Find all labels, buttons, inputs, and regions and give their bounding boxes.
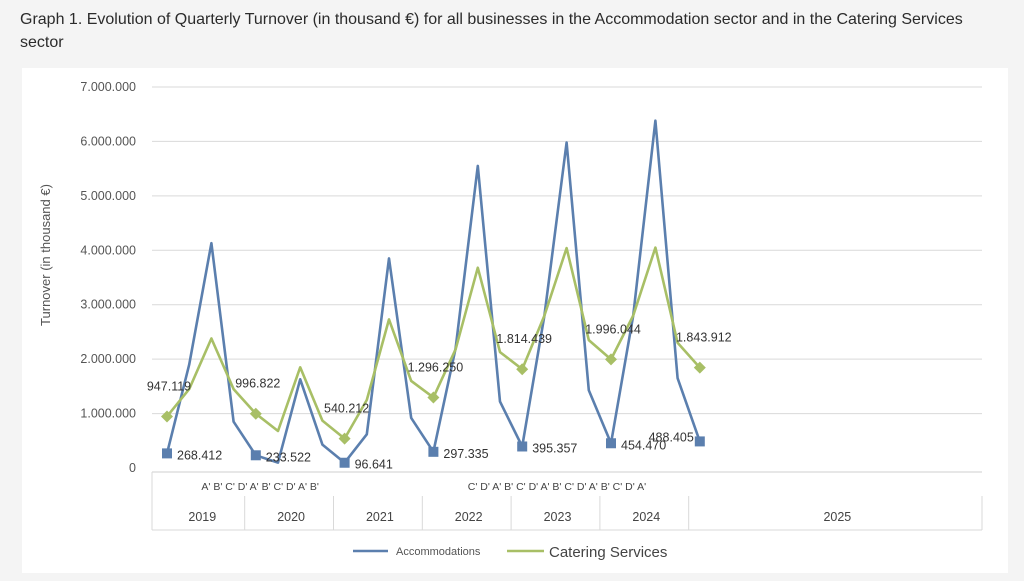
chart-panel [22,68,1008,573]
data-label: 1.843.912 [676,331,732,345]
data-label: 297.335 [443,447,488,461]
quarter-labels: A' B' C' D' A' B' C' D' A' B' [201,481,319,493]
accommodations-marker [428,446,439,457]
data-label: 395.357 [532,441,577,455]
y-tick-label: 2.000.000 [80,352,136,366]
data-label: 233.522 [266,450,311,464]
y-tick-label: 7.000.000 [80,80,136,94]
accommodations-marker [162,448,172,459]
year-label: 2019 [188,510,216,524]
year-label: 2021 [366,510,394,524]
chart-title: Graph 1. Evolution of Quarterly Turnover… [20,11,963,51]
quarter-labels: C' D' A' B' C' D' A' B' C' D' A' B' C' D… [468,481,646,493]
data-label: 96.641 [355,458,393,472]
year-label: 2020 [277,510,305,524]
data-label: 1.296.250 [408,360,464,374]
data-label: 540.212 [324,402,369,416]
catering-marker [427,391,440,404]
y-tick-label: 1.000.000 [80,407,136,421]
y-tick-label: 5.000.000 [80,189,136,203]
accommodations-marker [250,450,261,461]
catering-line [165,246,701,440]
accommodations-marker [339,457,350,468]
accommodations-marker [606,438,616,449]
year-label: 2025 [823,510,851,524]
legend-accommodations-label: Accommodations [396,546,481,558]
data-label: 488.405 [649,430,694,444]
catering-marker [161,410,173,423]
catering-marker [605,353,617,366]
y-tick-label: 3.000.000 [80,298,136,312]
y-tick-label: 6.000.000 [80,134,136,148]
y-tick-label: 0 [129,461,136,475]
accommodations-marker [517,441,528,452]
year-label: 2022 [455,510,483,524]
catering-marker [338,432,351,445]
legend-catering-label: Catering Services [549,544,667,561]
year-label: 2024 [632,510,660,524]
data-label: 454.470 [621,438,666,452]
catering-marker [249,407,262,420]
catering-marker [693,361,706,374]
accommodations-line [165,119,702,465]
data-label: 1.996.044 [585,322,641,336]
catering-marker [516,363,529,376]
data-label: 268.412 [177,448,222,462]
data-label: 996.822 [235,377,280,391]
y-axis-label: Turnover (in thousand €) [38,184,53,326]
year-label: 2023 [544,510,572,524]
y-tick-label: 4.000.000 [80,243,136,257]
accommodations-marker [694,436,705,447]
data-label: 947.119 [147,379,191,393]
data-label: 1.814.439 [496,332,552,346]
